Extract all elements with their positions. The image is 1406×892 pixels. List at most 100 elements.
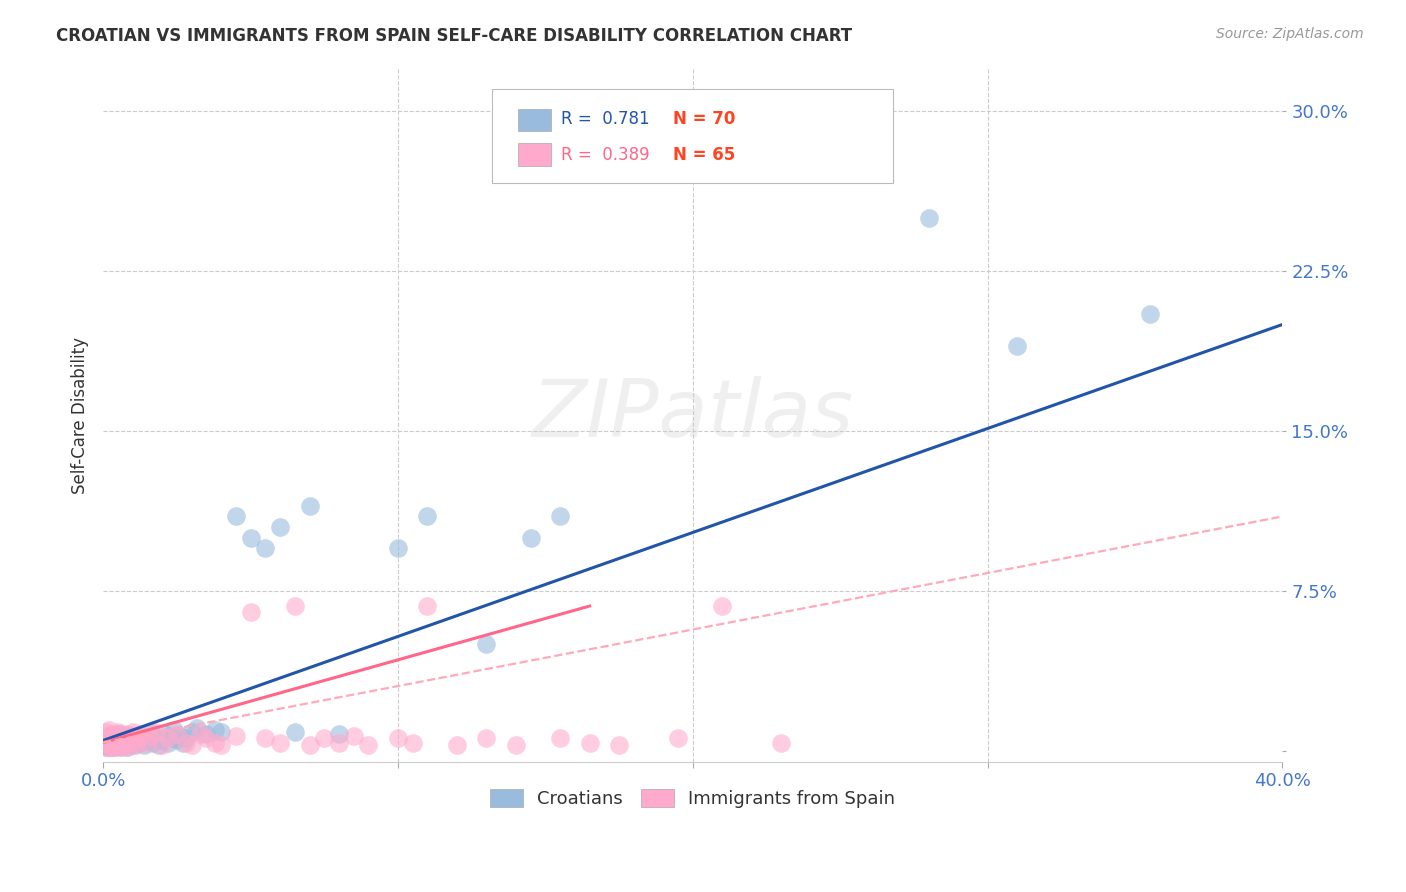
Point (98, 729, 121, 743)
Point (1139, 307, 1161, 321)
Point (195, 731, 218, 746)
Point (166, 727, 188, 741)
Point (107, 738, 129, 752)
Point (107, 727, 129, 741)
Text: N = 65: N = 65 (672, 146, 735, 164)
Point (98, 738, 121, 752)
Point (112, 738, 135, 752)
Point (519, 531, 541, 545)
Point (98, 735, 121, 749)
Point (104, 733, 127, 747)
Point (578, 735, 600, 749)
Point (209, 738, 232, 752)
Point (142, 735, 165, 749)
Point (190, 727, 212, 741)
Point (204, 735, 226, 749)
Point (94, 738, 117, 752)
Point (121, 738, 143, 752)
Point (139, 729, 162, 743)
Point (284, 725, 307, 739)
Point (134, 738, 156, 752)
Text: R =  0.389: R = 0.389 (561, 146, 650, 164)
Point (131, 727, 153, 741)
Point (107, 731, 129, 746)
Point (328, 727, 350, 741)
Point (110, 739, 132, 754)
Point (124, 738, 146, 752)
Legend: Croatians, Immigrants from Spain: Croatians, Immigrants from Spain (484, 781, 903, 815)
Point (225, 729, 247, 743)
Point (416, 509, 439, 524)
Point (118, 735, 141, 749)
Point (104, 739, 127, 754)
Point (1005, 339, 1028, 353)
Point (917, 211, 939, 225)
Point (148, 738, 170, 752)
Point (475, 637, 498, 651)
Point (124, 729, 146, 743)
Point (104, 729, 127, 743)
Point (94, 731, 117, 746)
Point (475, 731, 498, 746)
Point (136, 735, 159, 749)
Point (112, 731, 135, 746)
Point (104, 729, 127, 743)
Point (209, 725, 232, 739)
Point (172, 735, 194, 749)
Point (121, 733, 143, 747)
Point (104, 738, 127, 752)
Point (505, 738, 527, 752)
Point (666, 731, 689, 746)
Point (101, 731, 124, 746)
Point (284, 599, 307, 613)
Point (94, 739, 117, 754)
Point (180, 738, 202, 752)
Point (166, 733, 188, 747)
Point (153, 727, 176, 741)
Point (269, 735, 291, 749)
Point (548, 731, 571, 746)
Point (195, 727, 218, 741)
Point (115, 739, 138, 754)
Point (101, 738, 124, 752)
Point (314, 731, 336, 746)
Point (711, 599, 734, 613)
Point (174, 731, 197, 746)
Text: Source: ZipAtlas.com: Source: ZipAtlas.com (1216, 27, 1364, 41)
Point (94, 733, 117, 747)
Point (107, 738, 129, 752)
Point (101, 731, 124, 746)
Point (139, 725, 162, 739)
Point (150, 733, 173, 747)
Point (131, 731, 153, 746)
Point (156, 731, 179, 746)
Point (145, 731, 167, 746)
Point (186, 721, 208, 735)
Point (115, 739, 138, 754)
Point (239, 531, 262, 545)
Text: N = 70: N = 70 (672, 110, 735, 128)
Y-axis label: Self-Care Disability: Self-Care Disability (72, 336, 89, 493)
Text: R =  0.781: R = 0.781 (561, 110, 650, 128)
Point (94, 725, 117, 739)
Point (94, 738, 117, 752)
Point (101, 727, 124, 741)
Point (128, 731, 150, 746)
Point (121, 725, 143, 739)
Point (387, 731, 409, 746)
Point (112, 733, 135, 747)
Point (104, 735, 127, 749)
Point (156, 735, 179, 749)
Point (118, 731, 141, 746)
Point (174, 735, 197, 749)
Point (150, 738, 173, 752)
Point (121, 735, 143, 749)
Point (107, 735, 129, 749)
Point (163, 723, 186, 737)
Point (548, 509, 571, 524)
Point (269, 520, 291, 534)
Point (145, 725, 167, 739)
Point (387, 541, 409, 556)
Point (94, 731, 117, 746)
Point (180, 725, 202, 739)
